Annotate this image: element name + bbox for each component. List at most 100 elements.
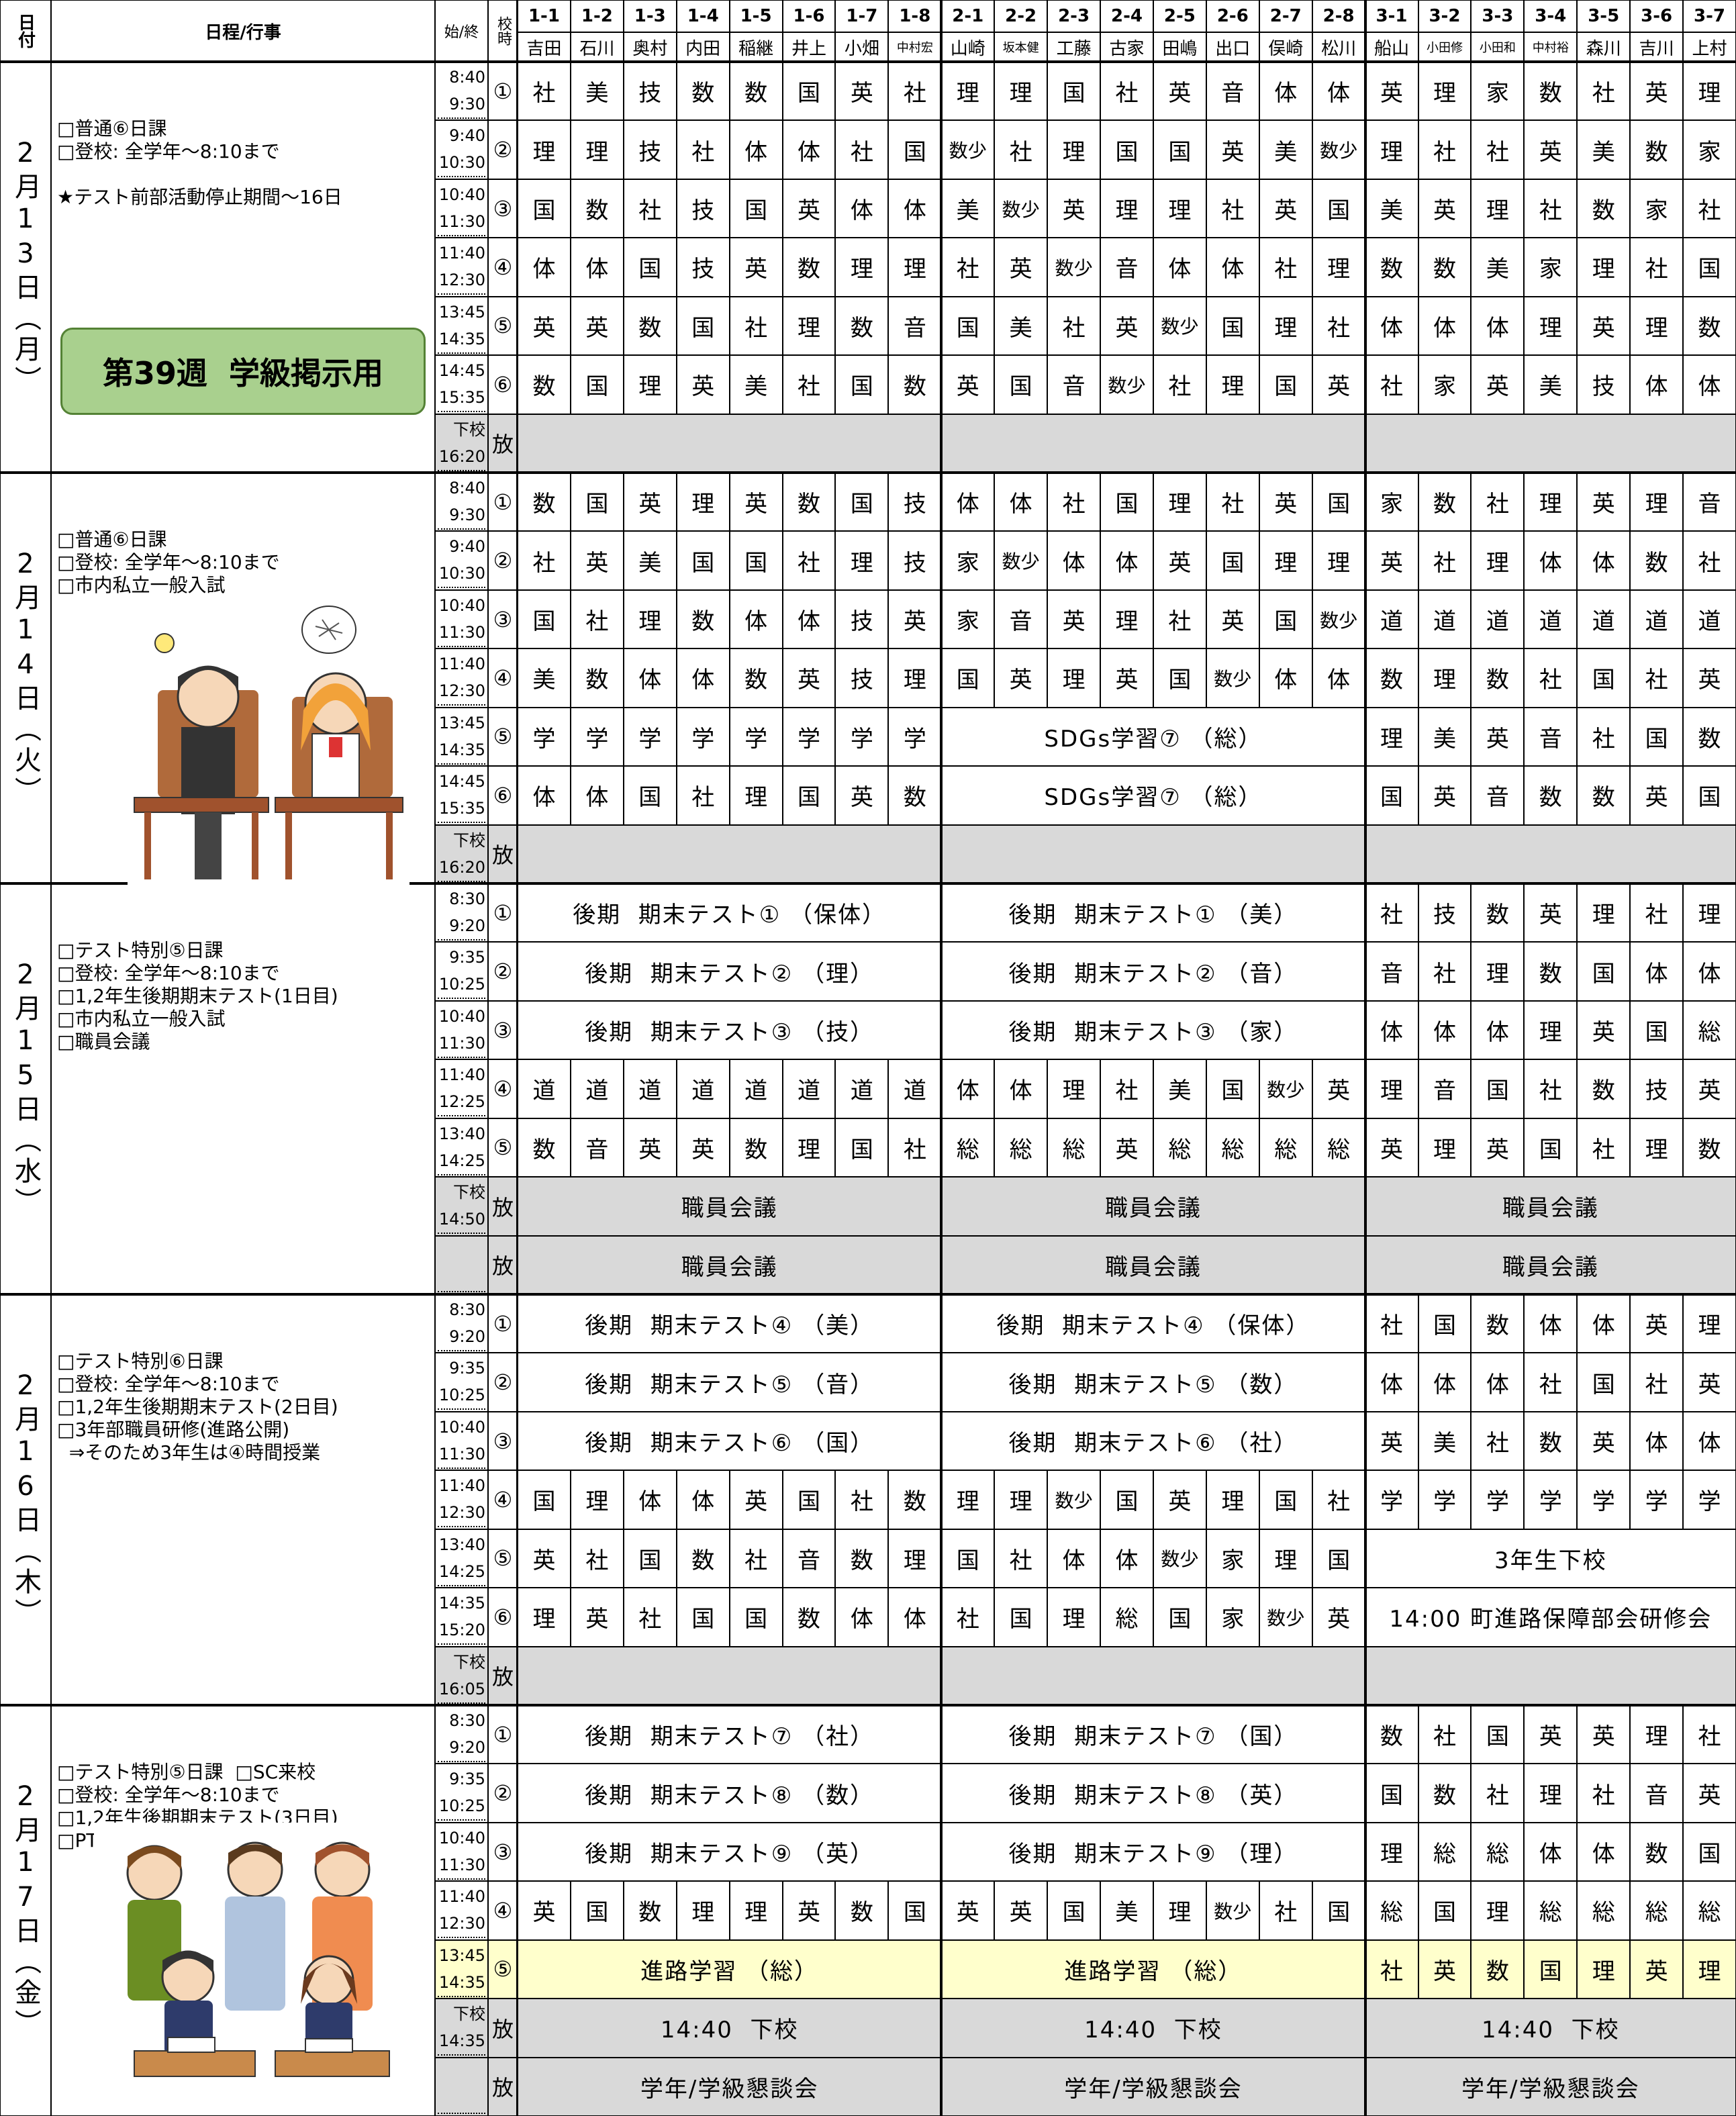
class-id: 2-6 [1206,1,1259,32]
teacher: 小田修 [1418,33,1471,61]
merged-cell [942,414,1365,472]
subject: 道 [624,1060,676,1118]
subject: 社 [783,356,835,414]
subject: 国 [518,1471,570,1529]
time-start: 9:35 [449,1359,485,1378]
subject: 体 [889,179,941,238]
subject: 国 [1365,1764,1418,1822]
merged-cell: 後期 期末テスト⑨ （理） [942,1823,1365,1881]
subject: 数少 [1153,1529,1206,1588]
subject: 国 [995,356,1047,414]
class-id: 1-7 [836,1,888,32]
period: 放 [489,414,517,472]
time-end: 9:20 [438,1734,485,1762]
subject: 国 [1259,1471,1312,1529]
subject: 学 [624,708,676,766]
subject: 社 [677,121,729,179]
subject: 家 [1684,121,1735,179]
period: 放 [489,1236,517,1294]
subject: 社 [1578,1118,1630,1177]
subject: 理 [1048,649,1100,707]
class-id: 1-6 [783,1,835,32]
subject: 理 [942,62,994,120]
subject: 理 [1631,1118,1683,1177]
subject: 体 [1525,532,1577,589]
subject: 体 [1525,1295,1577,1353]
divider [0,60,1736,63]
class-id: 2-1 [942,1,994,32]
divider [0,471,1736,474]
subject: 国 [995,1588,1047,1646]
subject: 英 [1472,356,1524,414]
class-id: 3-3 [1472,1,1524,32]
subject: 数 [1631,121,1683,179]
subject: 英 [1578,1412,1630,1470]
subject: 技 [889,473,941,531]
subject: 総 [1048,1118,1100,1177]
subject: 音 [1472,767,1524,824]
subject: 理 [1525,1764,1577,1822]
subject: 理 [1631,473,1683,531]
subject: 体 [1259,649,1312,707]
subject: 数少 [1259,1588,1312,1646]
subject: 技 [1578,356,1630,414]
subject: 学 [1631,1471,1683,1529]
subject: 理 [624,590,676,648]
time-start: 9:40 [449,126,485,146]
time-cell: 下校 16:20 [436,825,487,883]
period: 放 [489,1647,517,1704]
subject: 美 [571,62,623,120]
subject: 理 [1153,179,1206,238]
subject: 理 [730,1882,782,1939]
note: □登校: 全学年～8:10まで [57,551,280,573]
period: 放 [489,825,517,883]
subject: 音 [995,590,1047,648]
subject: 数 [1472,1940,1524,1999]
subject: 体 [1578,1823,1630,1881]
period: ⑥ [489,356,517,414]
subject: 国 [1684,1823,1735,1881]
subject: 社 [1578,62,1630,120]
subject: 国 [571,473,623,531]
time-start: 下校 [453,1652,485,1672]
notes: □テスト特別⑥日課 □登校: 全学年～8:10まで □1,2年生後期期末テスト(2日… [57,1350,338,1464]
teacher: 田嶋 [1153,33,1206,61]
subject: 体 [1206,238,1259,296]
subject: 理 [1631,297,1683,355]
time-start: 8:40 [449,68,485,87]
subject: 英 [995,1882,1047,1939]
divider [0,882,1736,885]
subject: 国 [1259,356,1312,414]
subject: 国 [1365,767,1418,824]
subject: 英 [1418,179,1471,238]
subject: 社 [1631,1353,1683,1411]
merged-cell [942,825,1365,883]
subject: 総 [1525,1882,1577,1939]
subject: 美 [1472,238,1524,296]
time-end [438,2086,485,2114]
time-cell: 9:35 10:25 [436,1764,487,1822]
subject: 社 [1418,121,1471,179]
class-id: 3-5 [1578,1,1630,32]
subject: 道 [1525,590,1577,648]
subject: 数 [836,1529,888,1588]
subject: 数少 [1312,121,1365,179]
subject: 社 [1631,884,1683,942]
subject: 体 [783,590,835,648]
merged-cell: 職員会議 [942,1236,1365,1294]
subject: 社 [1048,297,1100,355]
subject: 道 [889,1060,941,1118]
subject: 国 [1472,1060,1524,1118]
subject: 数 [730,1118,782,1177]
header-date: 日付 [1,1,50,61]
note: □職員会議 [57,1030,150,1053]
subject: 数 [677,590,729,648]
divider [0,1293,1736,1296]
subject: 国 [1684,767,1735,824]
subject: 数 [1684,297,1735,355]
subject: 理 [889,238,941,296]
subject: 社 [1312,297,1365,355]
subject: 国 [1525,1118,1577,1177]
subject: 国 [783,767,835,824]
